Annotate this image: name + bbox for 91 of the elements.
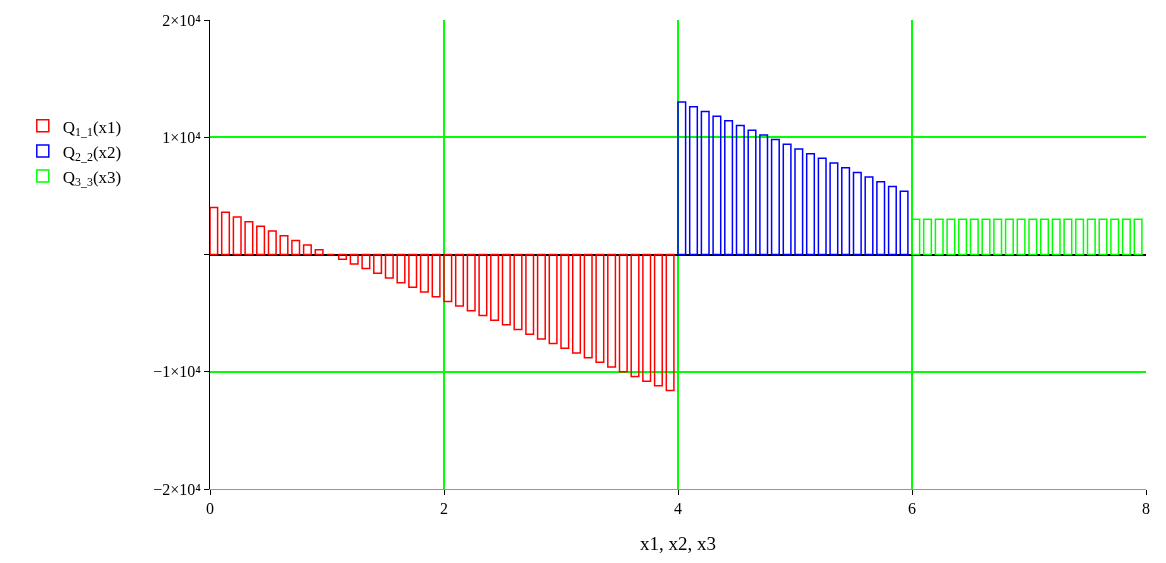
- bar: [829, 162, 839, 256]
- bar: [560, 253, 570, 350]
- x-tick-label: 0: [206, 500, 214, 518]
- bar: [1028, 218, 1038, 256]
- bar: [841, 166, 851, 256]
- bar: [899, 190, 909, 256]
- bar: [454, 253, 465, 307]
- bar: [1133, 218, 1143, 256]
- bar: [607, 253, 617, 368]
- bar: [1098, 218, 1108, 256]
- bar: [536, 253, 546, 340]
- bar: [993, 218, 1003, 256]
- bar: [770, 138, 780, 256]
- bar: [501, 253, 511, 326]
- y-tick-label: −1×10⁴: [153, 363, 202, 381]
- bar: [349, 253, 359, 265]
- bar: [1121, 218, 1131, 256]
- bar: [642, 253, 652, 382]
- bar: [408, 253, 418, 289]
- bar: [876, 181, 886, 256]
- bar: [361, 253, 371, 270]
- bar: [256, 225, 266, 256]
- bar: [443, 253, 453, 303]
- bar: [291, 239, 301, 256]
- bar: [618, 253, 628, 373]
- x-tick-label: 2: [440, 500, 448, 518]
- bar: [1086, 218, 1096, 256]
- bar: [969, 218, 979, 256]
- bar: [782, 143, 792, 256]
- bar: [677, 101, 687, 256]
- x-axis-title: x1, x2, x3: [640, 533, 716, 554]
- bar: [712, 115, 722, 256]
- bar: [466, 253, 476, 312]
- bar: [513, 253, 523, 331]
- bar: [852, 171, 862, 256]
- bar: [478, 253, 488, 317]
- y-tick-label: 1×10⁴: [162, 128, 202, 146]
- bar: [805, 152, 816, 256]
- bar: [653, 253, 663, 387]
- bar: [864, 176, 874, 256]
- bar: [490, 253, 500, 321]
- bar: [887, 185, 897, 256]
- bar: [384, 253, 394, 279]
- legend-label: Q$_{3_3}$(x3): [62, 167, 122, 190]
- bar: [688, 106, 699, 256]
- bar: [817, 157, 827, 256]
- bar: [314, 249, 324, 256]
- bar: [1110, 218, 1120, 256]
- bar: [946, 218, 956, 256]
- bar: [595, 253, 605, 364]
- bar: [1039, 218, 1050, 256]
- bar: [337, 253, 348, 260]
- bar: [630, 253, 640, 378]
- bar: [700, 110, 710, 256]
- bar: [665, 253, 675, 392]
- bar: [922, 218, 933, 256]
- bar: [373, 253, 383, 275]
- bar: [267, 230, 277, 256]
- bar: [431, 253, 441, 298]
- y-tick-label: 2×10⁴: [162, 11, 202, 29]
- y-tick-label: −2×10⁴: [153, 480, 202, 498]
- bar: [1051, 218, 1061, 256]
- bar: [232, 216, 242, 256]
- bar: [747, 129, 757, 256]
- bar: [302, 244, 312, 256]
- bar: [210, 206, 219, 256]
- bar: [419, 253, 429, 293]
- legend-label: Q$_{1_1}$(x1): [62, 117, 122, 140]
- bar: [279, 234, 289, 256]
- bar: [571, 253, 582, 354]
- bar: [981, 218, 991, 256]
- bar: [220, 211, 231, 256]
- bar: [958, 218, 968, 256]
- bar: [934, 218, 944, 256]
- bar: [548, 253, 558, 345]
- x-tick-label: 8: [1142, 500, 1150, 518]
- bar: [244, 220, 254, 256]
- bar: [724, 120, 734, 256]
- x-tick-label: 6: [908, 500, 916, 518]
- legend-label: Q$_{2_2}$(x2): [62, 142, 122, 165]
- x-tick-label: 4: [674, 500, 682, 518]
- bar: [396, 253, 406, 284]
- bar: [525, 253, 535, 335]
- bar: [759, 134, 769, 256]
- bar: [1075, 218, 1085, 256]
- bar: [794, 148, 804, 256]
- bar: [1004, 218, 1014, 256]
- bar: [1063, 218, 1073, 256]
- bar: [735, 124, 745, 256]
- bar: [583, 253, 593, 359]
- bar: [1016, 218, 1026, 256]
